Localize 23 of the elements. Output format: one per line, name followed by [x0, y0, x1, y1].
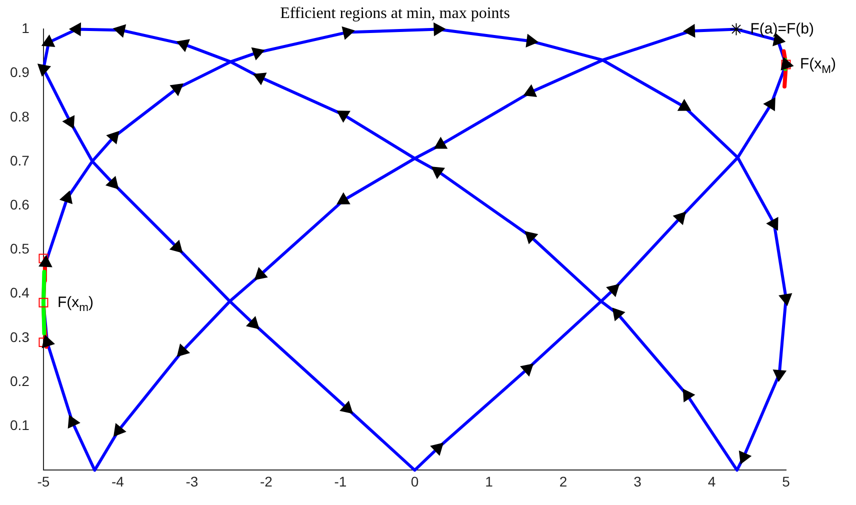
y-tick-label: 0.2 [10, 372, 30, 389]
x-tick-label: 0 [410, 473, 419, 490]
x-tick-label: 3 [634, 473, 642, 490]
y-tick-label: 0.8 [10, 108, 30, 124]
x-tick-label: 5 [782, 473, 790, 490]
y-tick-label: 1 [22, 20, 30, 36]
x-tick-label: -2 [260, 473, 273, 490]
y-tick-label: 0.5 [10, 240, 30, 257]
y-tick-label: 0.7 [10, 152, 30, 168]
x-tick-label: 1 [485, 473, 494, 490]
y-tick-label: 0.9 [10, 64, 30, 80]
y-tick-label: 0.4 [10, 284, 30, 301]
x-tick-label: -4 [111, 473, 124, 490]
y-tick-label: 0.1 [10, 416, 30, 433]
x-tick-label: -1 [334, 473, 347, 490]
x-tick-label: -5 [37, 473, 50, 490]
y-tick-label: 0.6 [10, 196, 30, 212]
y-tick-label: 0.3 [10, 328, 30, 345]
x-tick-label: -3 [186, 473, 198, 490]
annotation: F(a)=F(b) [750, 20, 814, 38]
chart-title: Efficient regions at min, max points [280, 4, 510, 22]
x-tick-label: 4 [708, 473, 716, 490]
x-tick-label: 2 [559, 473, 568, 490]
